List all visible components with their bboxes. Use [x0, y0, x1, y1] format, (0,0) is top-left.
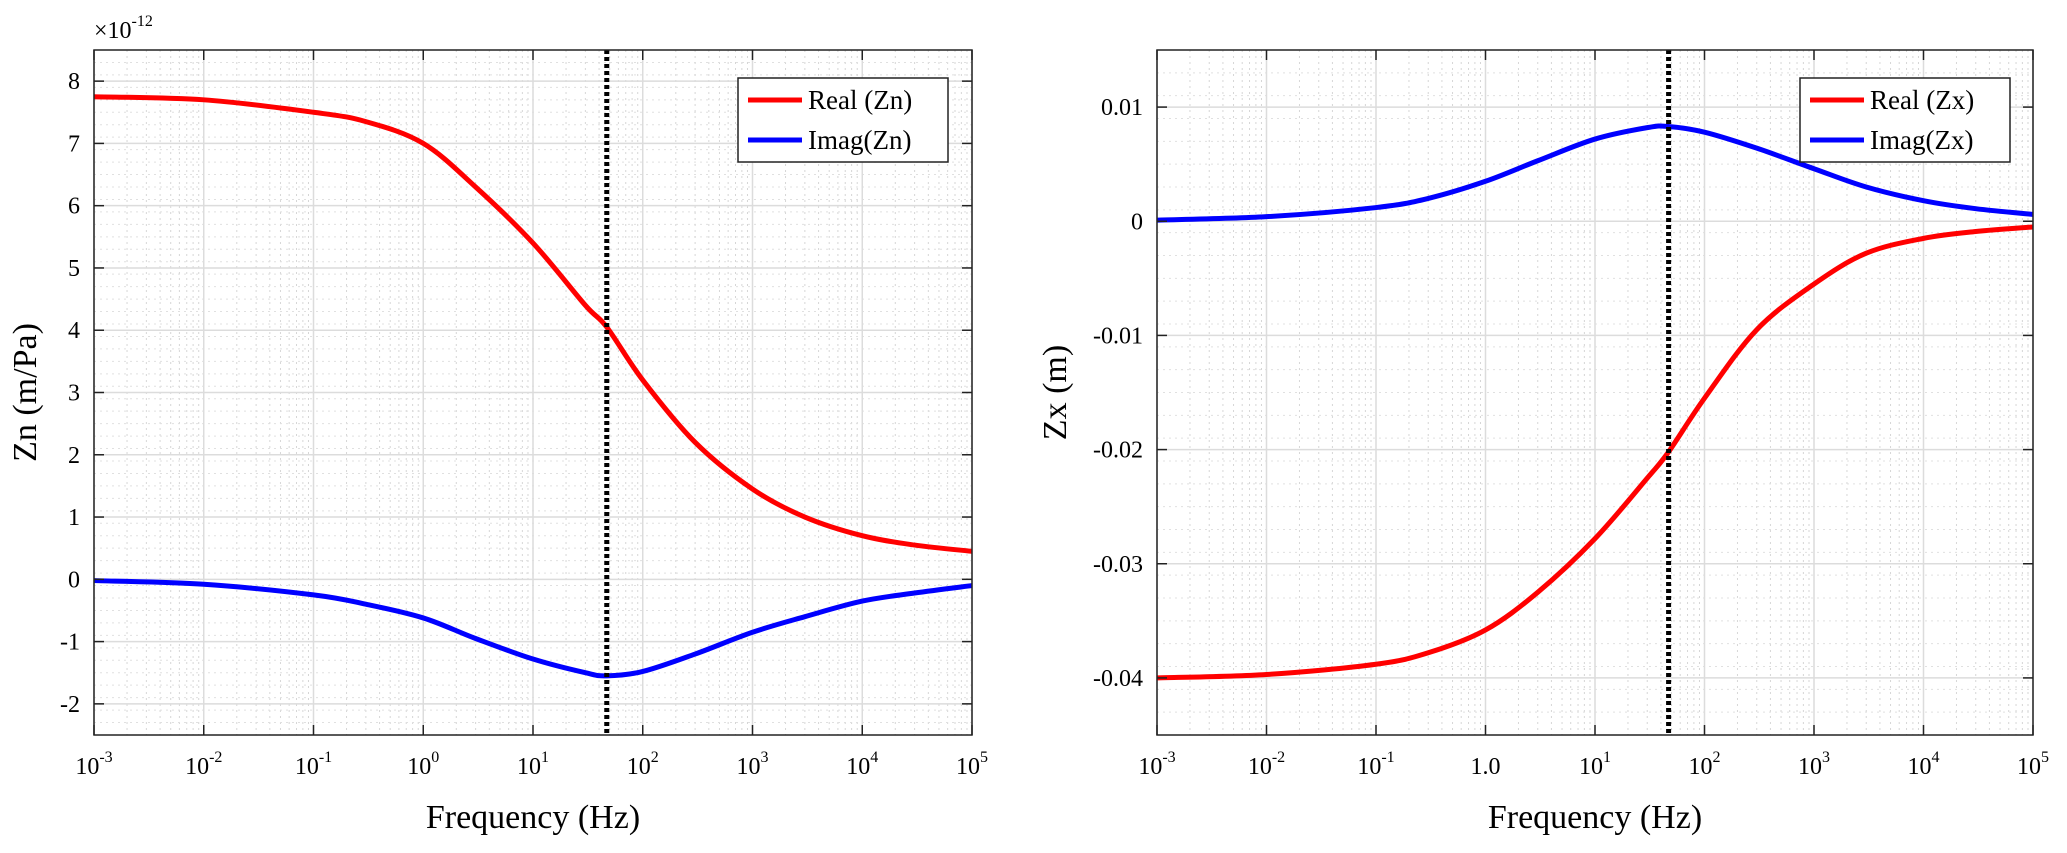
- x-tick-base: 10: [1248, 754, 1272, 780]
- x-tick-base: 10: [1357, 754, 1381, 780]
- x-tick-exponent: -2: [209, 749, 222, 766]
- y-multiplier-base: ×10: [94, 18, 132, 44]
- series-line-real: [93, 94, 973, 554]
- x-tick-label: 105: [956, 749, 988, 780]
- x-tick-exponent: 4: [1932, 749, 1940, 766]
- x-tick-exponent: 1: [541, 749, 549, 766]
- y-tick-label: 5: [68, 256, 80, 282]
- x-tick-label: 10-1: [1357, 749, 1394, 780]
- y-axis-label: Zn (m/Pa): [7, 323, 44, 462]
- x-tick-base: 10: [517, 754, 541, 780]
- x-tick-base: 10: [1798, 754, 1822, 780]
- x-tick-label: 10-2: [1248, 749, 1285, 780]
- x-tick-base: 10: [407, 754, 431, 780]
- y-tick-label: 0: [68, 567, 80, 593]
- y-tick-label: 0: [1131, 209, 1143, 235]
- x-tick-base: 10: [185, 754, 209, 780]
- x-tick-label: 103: [1798, 749, 1830, 780]
- legend-label: Real (Zn): [808, 85, 912, 115]
- x-tick-base: 10: [1908, 754, 1932, 780]
- x-tick-label: 102: [1689, 749, 1721, 780]
- x-tick-base: 1.0: [1471, 754, 1501, 780]
- x-tick-exponent: -1: [319, 749, 332, 766]
- x-tick-exponent: -3: [1162, 749, 1175, 766]
- x-tick-exponent: 4: [870, 749, 878, 766]
- x-tick-exponent: 5: [2041, 749, 2049, 766]
- x-tick-label: 102: [627, 749, 659, 780]
- y-axis-label: Zx (m): [1037, 345, 1074, 440]
- y-tick-label: -0.02: [1093, 438, 1143, 464]
- x-tick-label: 103: [737, 749, 769, 780]
- y-tick-label: 8: [68, 69, 80, 95]
- x-tick-base: 10: [1138, 754, 1162, 780]
- x-tick-label: 101: [517, 749, 549, 780]
- x-tick-label: 104: [1908, 749, 1940, 780]
- x-tick-label: 101: [1579, 749, 1611, 780]
- y-tick-label: 7: [68, 131, 80, 157]
- x-tick-exponent: 2: [1713, 749, 1721, 766]
- y-tick-label: -0.04: [1093, 666, 1143, 692]
- x-tick-exponent: 5: [980, 749, 988, 766]
- x-tick-exponent: -3: [99, 749, 112, 766]
- y-multiplier-label: ×10-12: [94, 13, 153, 44]
- y-tick-label: 6: [68, 194, 80, 220]
- x-tick-base: 10: [737, 754, 761, 780]
- legend-box: [737, 77, 949, 163]
- y-multiplier-exponent: -12: [132, 13, 153, 30]
- x-tick-label: 104: [846, 749, 878, 780]
- x-tick-base: 10: [956, 754, 980, 780]
- x-tick-exponent: -1: [1381, 749, 1394, 766]
- chart-panel-1: 10-3 10-2 10-1 100 101 102 103 104 105876543210-…: [7, 13, 988, 836]
- series-line-imag: [93, 578, 973, 679]
- grid: [93, 49, 973, 736]
- x-tick-base: 10: [295, 754, 319, 780]
- x-tick-label: 105: [2017, 749, 2049, 780]
- x-tick-base: 10: [2017, 754, 2041, 780]
- y-tick-label: -1: [60, 630, 80, 656]
- y-tick-label: -0.03: [1093, 552, 1143, 578]
- legend-label: Real (Zx): [1870, 85, 1974, 115]
- chart-panel-2: 10-3 10-2 10-1 1.0 101 102 103 104 1050.010-0.01…: [1037, 49, 2049, 836]
- x-tick-label: 10-3: [75, 749, 112, 780]
- x-tick-label: 1.0: [1471, 754, 1501, 780]
- x-tick-base: 10: [627, 754, 651, 780]
- y-tick-label: 3: [68, 381, 80, 407]
- x-tick-exponent: 2: [651, 749, 659, 766]
- legend-label: Imag(Zn): [808, 125, 911, 155]
- x-tick-label: 10-2: [185, 749, 222, 780]
- legend: Real (Zn) Imag(Zn): [737, 77, 949, 163]
- x-axis-label: Frequency (Hz): [1488, 799, 1702, 836]
- x-tick-base: 10: [75, 754, 99, 780]
- y-tick-label: 2: [68, 443, 80, 469]
- x-tick-base: 10: [1579, 754, 1603, 780]
- x-tick-exponent: 0: [431, 749, 439, 766]
- legend-label: Imag(Zx): [1870, 125, 1973, 155]
- x-tick-base: 10: [846, 754, 870, 780]
- x-tick-label: 10-1: [295, 749, 332, 780]
- x-tick-base: 10: [1689, 754, 1713, 780]
- series-line-imag: [1156, 123, 2034, 223]
- legend: Real (Zx) Imag(Zx): [1799, 77, 2011, 163]
- grid: [1156, 49, 2034, 736]
- x-tick-label: 100: [407, 749, 439, 780]
- y-tick-label: 0.01: [1101, 95, 1143, 121]
- x-tick-exponent: 1: [1603, 749, 1611, 766]
- x-axis-label: Frequency (Hz): [426, 799, 640, 836]
- x-tick-exponent: 3: [761, 749, 769, 766]
- x-tick-label: 10-3: [1138, 749, 1175, 780]
- y-tick-label: -2: [60, 692, 80, 718]
- x-tick-exponent: -2: [1272, 749, 1285, 766]
- y-tick-label: 4: [68, 318, 80, 344]
- y-tick-label: 1: [68, 505, 80, 531]
- legend-box: [1799, 77, 2011, 163]
- x-tick-exponent: 3: [1822, 749, 1830, 766]
- series-line-real: [1156, 224, 2034, 681]
- y-tick-label: -0.01: [1093, 323, 1143, 349]
